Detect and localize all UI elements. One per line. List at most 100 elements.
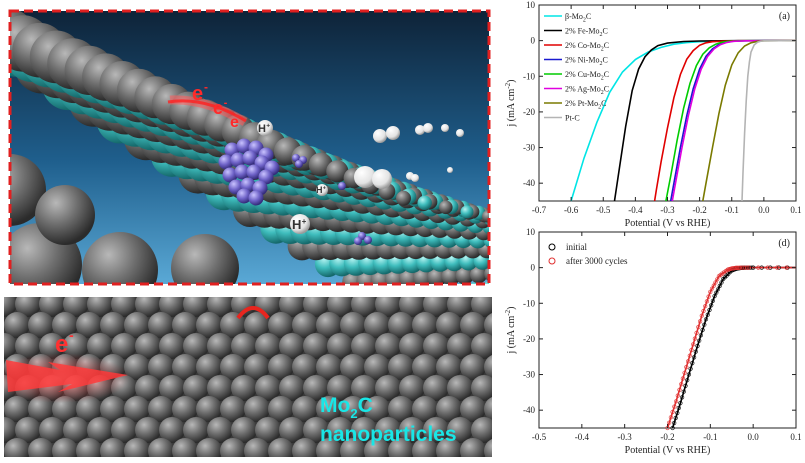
series-line-1: [613, 39, 797, 202]
surface-atom: [76, 396, 102, 422]
legend-entry: 2% Fe-Mo2C: [565, 27, 608, 39]
surface-atom: [87, 417, 113, 443]
series-marker-1: [679, 382, 684, 387]
x-tick-label: -0.7: [532, 205, 547, 215]
svg-text:-: -: [69, 327, 74, 343]
surface-atom: [28, 312, 54, 338]
surface-atom: [15, 417, 41, 443]
hydrogen-atom: [386, 126, 400, 140]
series-marker-0: [673, 415, 678, 421]
surface-hop-arc: [236, 306, 270, 320]
molybdenum-atom: [490, 225, 507, 242]
series-marker-0: [686, 372, 692, 377]
surface-atom: [172, 396, 198, 422]
series-marker-1: [665, 425, 670, 431]
carbon-atom: [495, 280, 510, 295]
surface-atom: [412, 354, 438, 380]
surface-atom: [351, 297, 377, 317]
carbon-atom: [417, 195, 432, 210]
proton-sphere: [257, 120, 273, 136]
series-marker-1: [684, 365, 689, 370]
surface-atom: [423, 375, 449, 401]
mo2c-nanoparticle-atom: [236, 188, 252, 204]
molybdenum-atom: [470, 266, 488, 284]
electron-label: e: [230, 114, 239, 131]
surface-atom: [364, 312, 390, 338]
surface-atom: [231, 333, 257, 359]
molybdenum-atom: [171, 234, 239, 284]
series-marker-1: [701, 308, 706, 314]
molybdenum-atom: [490, 215, 506, 231]
legend-a: β-Mo2C 2% Fe-Mo2C 2% Co-Mo2C 2% Ni-Mo2C 2% C…: [544, 12, 609, 123]
surface-atom: [303, 375, 329, 401]
mo2c-nanoparticle-atom: [338, 182, 346, 190]
surface-atom: [135, 375, 161, 401]
surface-atom: [76, 312, 102, 338]
surface-atom: [375, 375, 401, 401]
surface-atom: [87, 333, 113, 359]
series-marker-1: [692, 336, 698, 341]
surface-atom: [423, 333, 449, 359]
mo2c-nanoparticle-atom: [242, 150, 258, 166]
surface-atom: [460, 354, 486, 380]
mo2c-nanoparticle-atom: [234, 164, 250, 180]
surface-atom: [316, 396, 342, 422]
chart-d-stability-curves: -0.5 -0.4 -0.3 -0.2 -0.1 0.0 0.1 -40 -30 -20 -10 0 1…: [504, 227, 802, 456]
y-tick-label: -30: [523, 370, 535, 380]
surface-atom: [4, 312, 30, 338]
legend-d: initial after 3000 cycles: [548, 242, 628, 266]
surface-atom: [124, 438, 150, 457]
molybdenum-atom: [439, 200, 453, 215]
y-tick-label: -30: [523, 143, 535, 153]
mo2c-nanoparticle-atom: [292, 154, 300, 162]
surface-atom: [255, 333, 281, 359]
x-axis-label: Potential (V vs RHE): [625, 218, 711, 229]
molybdenum-atom: [493, 212, 507, 226]
series-marker-0: [707, 307, 712, 313]
svg-text:e: e: [55, 331, 68, 358]
series-marker-0: [702, 322, 707, 327]
y-axis-label: j (mA cm-2): [504, 80, 517, 128]
series-marker-0: [681, 389, 686, 394]
surface-atom: [327, 417, 353, 443]
y-tick-label: -20: [523, 107, 535, 117]
surface-atom: [183, 297, 209, 317]
legend-entry: after 3000 cycles: [566, 256, 628, 266]
y-tick-label: -40: [523, 178, 535, 188]
surface-atom: [4, 297, 17, 317]
surface-atom: [207, 297, 233, 317]
series-marker-1: [687, 353, 692, 358]
proton-label: H: [292, 217, 301, 232]
surface-atom: [255, 417, 281, 443]
surface-atom: [484, 355, 492, 379]
molybdenum-atom: [441, 267, 461, 284]
surface-atom: [471, 375, 492, 401]
x-tick-label: -0.5: [532, 432, 547, 442]
carbon-atom: [509, 279, 524, 294]
surface-atom: [63, 333, 89, 359]
x-tick-label: -0.3: [618, 432, 633, 442]
legend-entry: 2% Co-Mo2C: [565, 41, 609, 53]
surface-atom: [388, 396, 414, 422]
surface-atom: [279, 417, 305, 443]
series-marker-1: [775, 265, 780, 270]
chart-a-polarization-curves: -0.7 -0.6 -0.5 -0.4 -0.3 -0.2 -0.1 0.0 0.1 -40 -30…: [504, 0, 802, 229]
surface-atom: [4, 417, 17, 443]
mo2c-nanoparticle-atom: [222, 167, 238, 183]
surface-atom: [244, 354, 270, 380]
series-marker-0: [679, 395, 685, 400]
surface-atom: [412, 312, 438, 338]
carbon-atom: [499, 233, 515, 249]
surface-atom: [135, 297, 161, 317]
x-tick-label: -0.6: [564, 205, 579, 215]
panel-label: (a): [779, 11, 790, 22]
series-marker-0: [675, 410, 680, 416]
series-marker-1: [694, 330, 699, 336]
x-tick-label: 0.1: [790, 432, 801, 442]
surface-atom: [375, 333, 401, 359]
surface-atom: [436, 396, 462, 422]
surface-atom: [340, 438, 366, 457]
legend-entry: 2% Ni-Mo2C: [565, 56, 608, 68]
surface-atom: [471, 417, 492, 443]
